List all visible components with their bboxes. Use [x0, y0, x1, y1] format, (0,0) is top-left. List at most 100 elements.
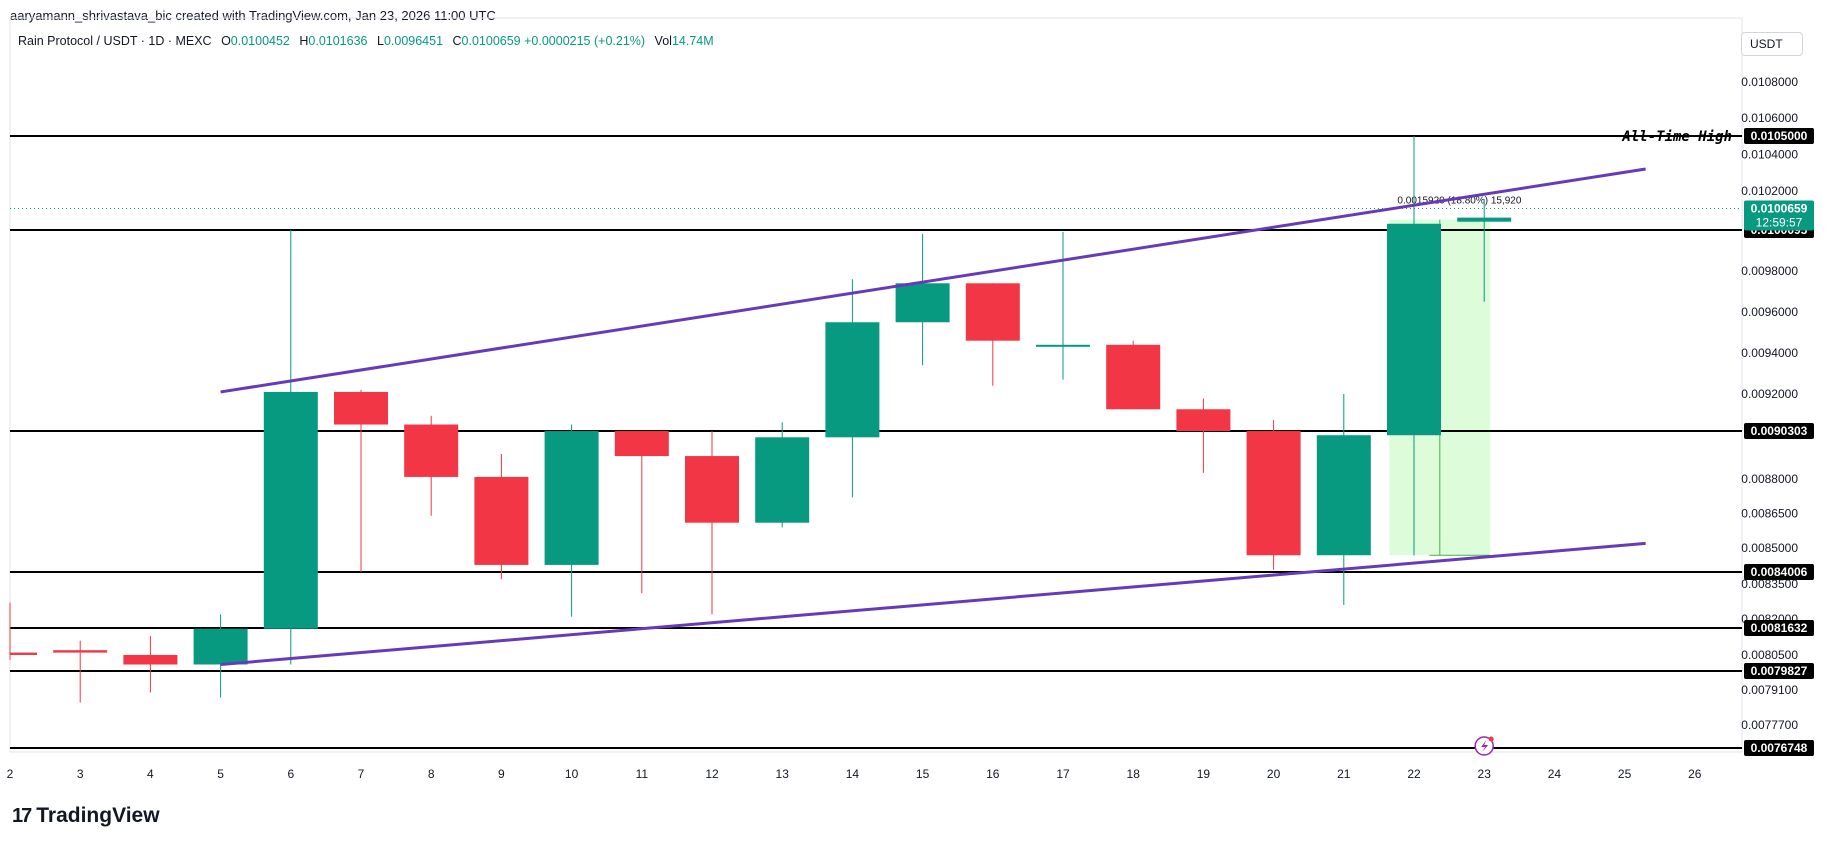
level-price-tag — [1744, 740, 1814, 756]
candle-body — [1036, 344, 1090, 347]
x-tick-label: 18 — [1127, 767, 1141, 781]
x-tick-label: 2 — [7, 767, 14, 781]
close-label: C — [452, 34, 462, 48]
candle-body — [614, 431, 669, 457]
x-tick-label: 26 — [1688, 767, 1702, 781]
y-tick-label: 0.0108000 — [1741, 75, 1798, 89]
candle-body — [263, 391, 318, 629]
candle-body — [10, 652, 37, 655]
low-value: 0.0096451 — [383, 34, 444, 48]
close-value: 0.0100659 — [461, 34, 521, 48]
x-tick-label: 17 — [1056, 767, 1070, 781]
channel-upper-trendline — [220, 167, 1646, 394]
y-tick-label: 0.0079100 — [1741, 683, 1798, 697]
level-price-tag — [1744, 564, 1814, 580]
all-time-high-note: All-Time High — [1621, 129, 1732, 145]
candle-body — [474, 476, 529, 565]
y-tick-label: 0.0106000 — [1741, 111, 1798, 125]
y-tick-label: 0.0098000 — [1741, 264, 1798, 278]
y-tick-label: 0.0085000 — [1741, 541, 1798, 555]
high-label: H — [299, 34, 309, 48]
volume-label: Vol — [654, 34, 672, 48]
y-tick-label: 0.0102000 — [1741, 184, 1798, 198]
chart-credit: aaryamann_shrivastava_bic created with T… — [10, 8, 496, 23]
x-tick-label: 25 — [1618, 767, 1632, 781]
x-tick-label: 3 — [77, 767, 84, 781]
candle-body — [404, 424, 459, 477]
change-value: +0.0000215 (+0.21%) — [524, 34, 646, 48]
x-tick-label: 10 — [565, 767, 579, 781]
candle-body — [685, 456, 739, 523]
x-tick-label: 23 — [1478, 767, 1492, 781]
x-tick-label: 19 — [1197, 767, 1211, 781]
channel-lower-trendline — [220, 541, 1646, 666]
y-tick-label: 0.0092000 — [1741, 387, 1798, 401]
x-tick-label: 24 — [1548, 767, 1562, 781]
candle-body — [53, 650, 108, 653]
level-price-label: 0.0084006 — [1751, 565, 1808, 579]
y-tick-label: 0.0086500 — [1741, 507, 1798, 521]
level-price-tag — [1744, 128, 1814, 144]
tradingview-footer: 17 TradingView — [12, 804, 160, 828]
measure-label: 0.0015920 (18.80%) 15,920 — [1397, 196, 1521, 207]
candle-countdown: 12:59:57 — [1756, 215, 1803, 229]
y-tick-label: 0.0096000 — [1741, 305, 1798, 319]
level-price-label: 0.0105000 — [1751, 129, 1808, 143]
x-tick-label: 12 — [705, 767, 719, 781]
candle-body — [1457, 217, 1512, 222]
candle-body — [1316, 435, 1371, 556]
candle-body — [965, 283, 1020, 341]
candle-body — [544, 431, 599, 565]
candle-body — [1246, 431, 1301, 556]
y-tick-label: 0.0104000 — [1741, 147, 1798, 161]
candle-body — [334, 391, 388, 425]
y-tick-label: 0.0077700 — [1741, 718, 1798, 732]
open-value: 0.0100452 — [230, 34, 290, 48]
x-tick-label: 9 — [498, 767, 505, 781]
x-tick-label: 6 — [287, 767, 294, 781]
x-tick-label: 15 — [916, 767, 930, 781]
y-tick-label: 0.0080500 — [1741, 648, 1798, 662]
level-price-label: 0.0076748 — [1751, 741, 1808, 755]
candle-body — [895, 283, 950, 323]
level-price-tag — [1744, 423, 1814, 439]
y-tick-label: 0.0088000 — [1741, 472, 1798, 486]
price-chart[interactable]: 0.0108000 0.0106000 0.0104000 0.0102000 0.00… — [0, 0, 1825, 800]
x-tick-label: 11 — [636, 767, 649, 781]
currency-selector[interactable]: USDT — [1741, 32, 1803, 56]
candle-body — [193, 628, 248, 665]
brand-name: TradingView — [36, 804, 160, 827]
x-tick-label: 16 — [986, 767, 1000, 781]
candle-body — [825, 322, 880, 438]
x-tick-label: 7 — [358, 767, 365, 781]
lightning-icon — [1481, 740, 1489, 752]
candle-body — [755, 437, 810, 523]
level-price-label: 0.0079827 — [1751, 664, 1808, 678]
high-value: 0.0101636 — [308, 34, 368, 48]
x-tick-label: 21 — [1337, 767, 1351, 781]
candle-body — [1176, 409, 1231, 432]
candle-body — [1387, 223, 1441, 436]
level-price-tag — [1744, 663, 1814, 679]
symbol-name[interactable]: Rain Protocol / USDT · 1D · MEXC — [18, 34, 212, 48]
candle-body — [1106, 344, 1161, 410]
y-tick-label: 0.0083500 — [1741, 577, 1798, 591]
level-price-label: 0.0081632 — [1751, 621, 1808, 635]
level-price-label: 0.0090303 — [1751, 424, 1808, 438]
notification-dot-icon — [1488, 736, 1494, 742]
current-price-tag — [1744, 200, 1814, 231]
y-tick-label: 0.0094000 — [1741, 346, 1798, 360]
low-label: L — [376, 34, 384, 48]
x-tick-label: 5 — [217, 767, 224, 781]
x-tick-label: 13 — [776, 767, 790, 781]
candle-body — [123, 654, 178, 665]
current-price-label: 0.0100659 — [1751, 201, 1808, 215]
symbol-legend: Rain Protocol / USDT · 1D · MEXC O0.0100… — [18, 34, 714, 48]
x-tick-label: 4 — [147, 767, 154, 781]
open-label: O — [221, 34, 231, 48]
x-tick-label: 20 — [1267, 767, 1281, 781]
tradingview-logo-icon: 17 — [12, 804, 32, 827]
x-tick-label: 14 — [846, 767, 860, 781]
x-tick-label: 8 — [428, 767, 435, 781]
volume-value: 14.74M — [671, 34, 714, 48]
